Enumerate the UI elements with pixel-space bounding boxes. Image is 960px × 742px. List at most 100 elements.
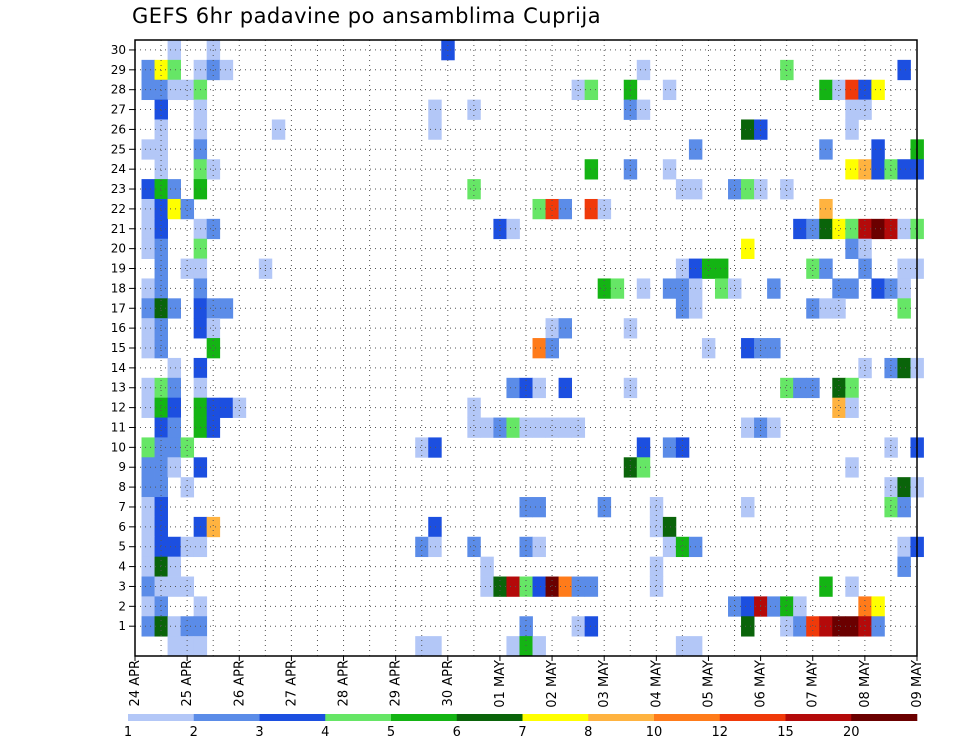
heatmap-cell <box>167 79 182 101</box>
heatmap-cell <box>141 556 155 577</box>
heatmap-cell <box>728 278 742 299</box>
heatmap-cell <box>519 497 533 518</box>
heatmap-cell <box>180 437 195 458</box>
heatmap-cell <box>793 616 807 637</box>
heatmap-cell <box>141 318 155 339</box>
heatmap-cell <box>845 119 859 140</box>
heatmap-cell <box>897 298 911 319</box>
heatmap-cell <box>141 616 155 637</box>
heatmap-cell <box>897 278 911 299</box>
heatmap-cell <box>845 99 859 120</box>
heatmap-cell <box>884 497 898 518</box>
heatmap-cell <box>206 159 221 180</box>
y-tick-label: 19 <box>111 262 126 276</box>
y-tick-label: 10 <box>111 440 126 454</box>
heatmap-cell <box>519 377 533 399</box>
heatmap-cell <box>845 457 859 478</box>
heatmap-cell <box>714 278 729 299</box>
y-tick-label: 27 <box>111 103 126 117</box>
heatmap-cell <box>871 616 885 637</box>
heatmap-cell <box>806 218 820 240</box>
heatmap-cell <box>806 616 820 637</box>
heatmap-cell <box>897 497 911 518</box>
heatmap-cell <box>154 497 168 518</box>
heatmap-cell <box>741 616 755 637</box>
heatmap-cell <box>584 198 599 220</box>
heatmap-cell <box>167 417 182 438</box>
heatmap-cell <box>141 596 155 617</box>
colorbar-tick-label: 7 <box>518 725 526 740</box>
y-tick-label: 22 <box>111 202 126 216</box>
heatmap-cell <box>532 417 546 438</box>
heatmap-cell <box>806 298 820 319</box>
colorbar-tick-label: 20 <box>843 725 860 740</box>
y-tick-label: 3 <box>118 579 126 593</box>
heatmap-cell <box>154 159 168 180</box>
heatmap-cell <box>545 198 559 220</box>
heatmap-cell <box>180 258 195 279</box>
heatmap-cell <box>206 218 221 240</box>
heatmap-cell <box>141 377 155 399</box>
y-tick-label: 7 <box>118 500 126 514</box>
y-tick-label: 21 <box>111 222 126 236</box>
heatmap-cell <box>219 59 234 81</box>
y-axis: 1234567891011121314151617181920212223242… <box>111 43 135 633</box>
heatmap-cell <box>519 417 533 438</box>
heatmap-cell <box>871 218 885 240</box>
y-tick-label: 5 <box>118 540 126 554</box>
heatmap-cell <box>206 417 221 438</box>
heatmap-cell <box>897 218 911 240</box>
heatmap-cell <box>167 576 182 597</box>
y-tick-label: 23 <box>111 182 126 196</box>
colorbar-tick-label: 2 <box>190 725 198 740</box>
heatmap-cell <box>180 198 195 220</box>
colorbar-swatch <box>588 714 655 721</box>
heatmap-cell <box>793 218 807 240</box>
heatmap-cell <box>154 457 168 478</box>
x-tick-label: 01 MAY <box>493 660 508 708</box>
heatmap-cell <box>741 596 755 617</box>
heatmap-cell <box>141 278 155 299</box>
heatmap-cells <box>141 40 924 657</box>
heatmap-cell <box>584 79 599 101</box>
heatmap-cell <box>871 139 885 160</box>
heatmap-cell <box>141 79 155 101</box>
heatmap-cell <box>832 278 846 299</box>
x-tick-label: 30 APR <box>441 660 456 706</box>
heatmap-cell <box>154 576 168 597</box>
heatmap-cell <box>167 298 182 319</box>
heatmap-cell <box>519 636 533 657</box>
heatmap-cell <box>141 516 155 538</box>
heatmap-cell <box>871 79 885 101</box>
heatmap-cell <box>141 59 155 81</box>
heatmap-cell <box>467 397 481 418</box>
heatmap-cell <box>741 497 755 518</box>
colorbar-swatch <box>456 714 523 721</box>
heatmap-cell <box>728 179 742 200</box>
heatmap-cell <box>532 497 546 518</box>
heatmap-cell <box>180 477 195 498</box>
heatmap-cell <box>662 516 677 538</box>
heatmap-cell <box>675 298 690 319</box>
heatmap-cell <box>832 218 846 240</box>
heatmap-cell <box>897 159 911 180</box>
heatmap-cell <box>180 636 195 657</box>
heatmap-cell <box>728 596 742 617</box>
heatmap-cell <box>845 616 859 637</box>
heatmap-cell <box>701 258 716 279</box>
y-tick-label: 6 <box>118 520 126 534</box>
heatmap-cell <box>180 576 195 597</box>
heatmap-cell <box>154 119 168 140</box>
heatmap-cell <box>793 596 807 617</box>
heatmap-cell <box>571 576 586 597</box>
heatmap-cell <box>141 179 155 200</box>
heatmap-cell <box>662 437 677 458</box>
heatmap-cell <box>167 437 182 458</box>
x-tick-label: 25 APR <box>180 660 195 706</box>
heatmap-cell <box>428 437 442 458</box>
heatmap-cell <box>428 99 442 120</box>
heatmap-cell <box>897 536 911 558</box>
heatmap-cell <box>415 636 429 657</box>
colorbar-tick-label: 12 <box>711 725 728 740</box>
heatmap-cell <box>154 556 168 577</box>
